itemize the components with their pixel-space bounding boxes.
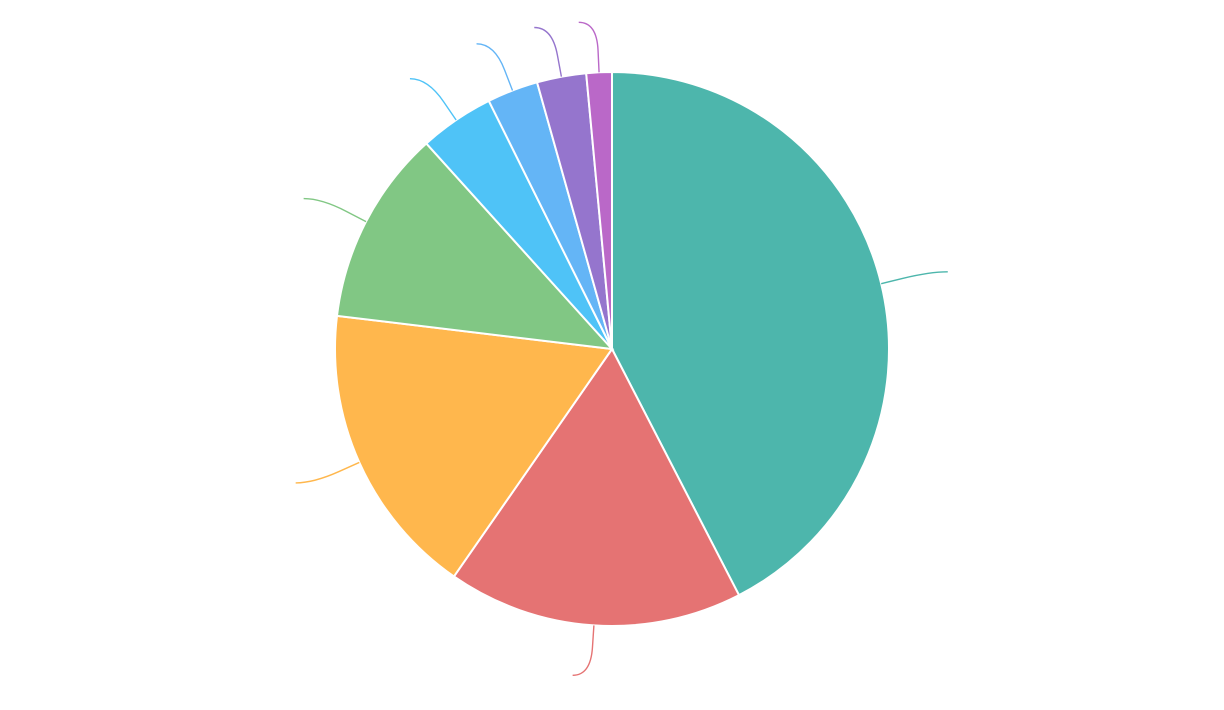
pie-slice-1[interactable] xyxy=(611,70,890,597)
pie-slice-8[interactable] xyxy=(585,70,613,350)
slices-layer xyxy=(334,70,890,627)
pie-slice-2[interactable] xyxy=(452,347,741,627)
leader-line-3 xyxy=(295,461,360,484)
leader-line-7 xyxy=(534,26,563,77)
leader-line-6 xyxy=(476,43,514,91)
leader-line-1 xyxy=(881,271,948,285)
leader-line-5 xyxy=(409,78,457,121)
leader-lines-layer xyxy=(295,21,948,676)
leader-line-8 xyxy=(578,21,600,73)
leader-line-2 xyxy=(572,625,595,676)
pie-slice-3[interactable] xyxy=(334,314,614,578)
leader-line-4 xyxy=(303,197,367,223)
pie-slice-4[interactable] xyxy=(335,142,615,351)
